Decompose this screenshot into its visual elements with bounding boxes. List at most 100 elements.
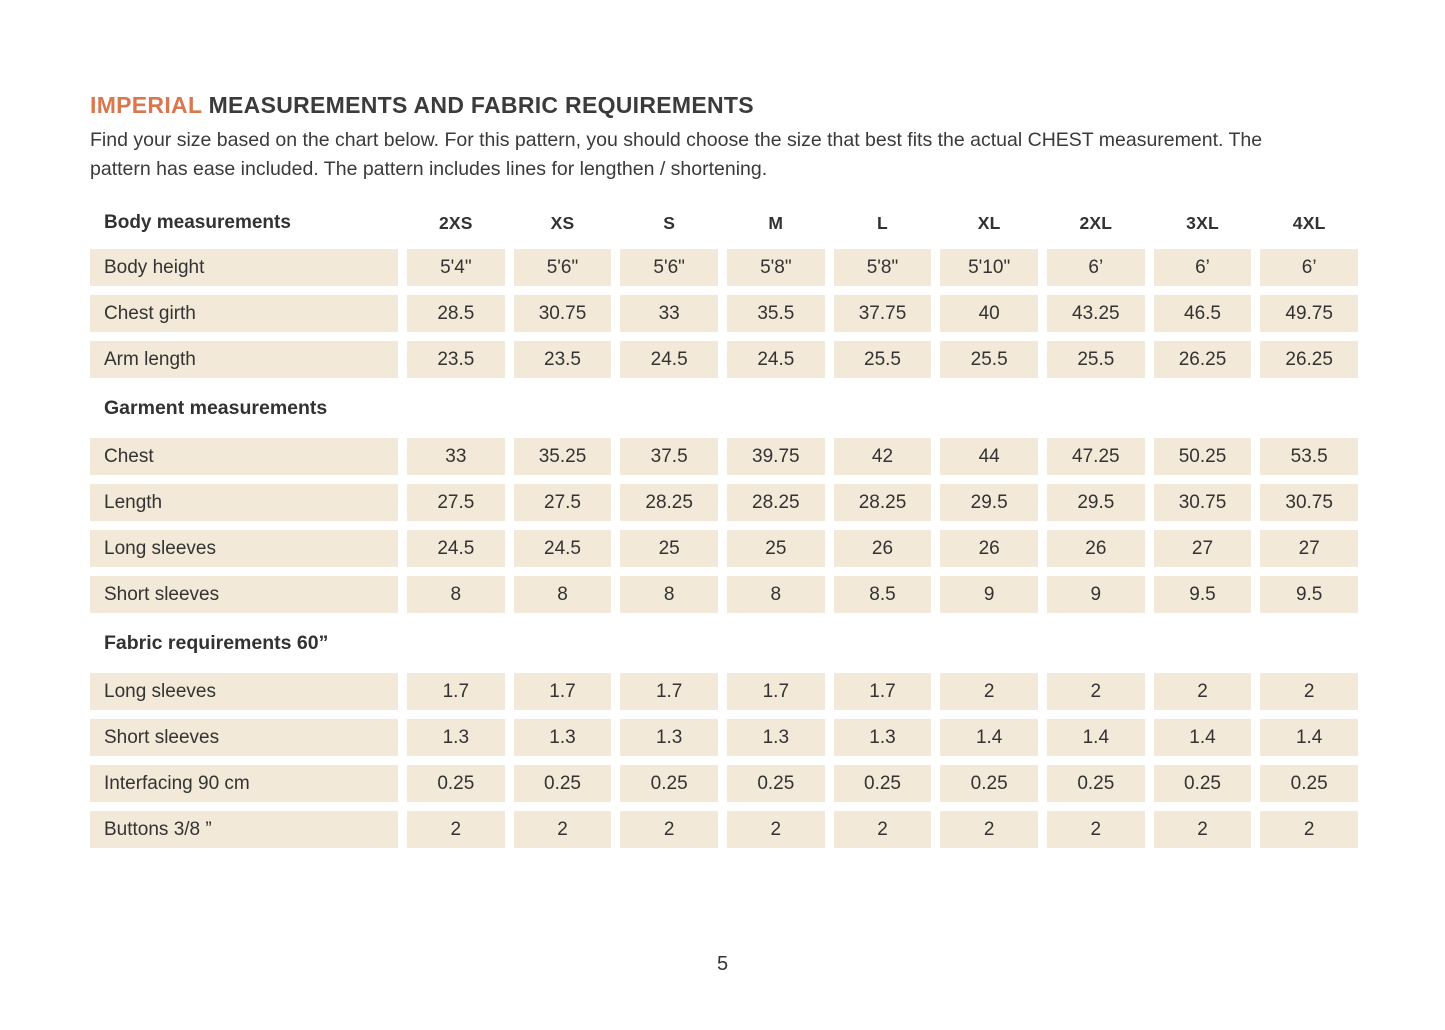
row-label: Buttons 3/8 ” [90,811,398,848]
table-cell: 40 [940,295,1038,332]
table-cell: 50.25 [1153,438,1252,475]
table-cell: 29.5 [940,484,1038,521]
table-cell: 9.5 [1153,576,1252,613]
table-cell: 2 [1260,673,1358,710]
table-cell: 2 [940,811,1038,848]
table-cell: 25.5 [940,341,1038,378]
table-cell: 24.5 [513,530,612,567]
table-cell: 30.75 [1260,484,1358,521]
table-cell: 37.75 [833,295,932,332]
column-header-l: L [877,212,888,233]
table-cell: 25 [620,530,718,567]
table-cell: 1.7 [726,673,825,710]
table-cell: 8.5 [833,576,932,613]
intro-paragraph: Find your size based on the chart below.… [90,129,1263,180]
table-cell: 26.25 [1153,341,1252,378]
table-cell: 5'10" [940,249,1038,286]
table-cell: 2 [940,673,1038,710]
table-corner-label: Body measurements [104,212,291,233]
table-cell: 1.4 [1153,719,1252,756]
table-cell: 2 [407,811,505,848]
table-cell: 42 [833,438,932,475]
row-label: Long sleeves [90,530,398,567]
table-cell: 35.25 [513,438,612,475]
column-header-4xl: 4XL [1292,212,1326,233]
table-cell: 2 [1153,673,1252,710]
table-cell: 26.25 [1260,341,1358,378]
row-label: Interfacing 90 cm [90,765,398,802]
table-cell: 0.25 [620,765,718,802]
table-cell: 23.5 [407,341,505,378]
table-cell: 2 [833,811,932,848]
row-label: Body height [90,249,398,286]
table-cell: 5'8" [726,249,825,286]
table-cell: 29.5 [1046,484,1145,521]
table-cell: 30.75 [1153,484,1252,521]
table-cell: 2 [513,811,612,848]
page-title-rest: MEASUREMENTS AND FABRIC REQUIREMENTS [201,92,754,118]
table-cell: 25.5 [833,341,932,378]
table-cell: 8 [407,576,505,613]
table-cell: 25.5 [1046,341,1145,378]
row-label: Arm length [90,341,398,378]
table-cell: 46.5 [1153,295,1252,332]
table-cell: 33 [620,295,718,332]
table-cell: 30.75 [513,295,612,332]
table-cell: 5'6" [620,249,718,286]
table-cell: 1.7 [513,673,612,710]
table-cell: 1.7 [407,673,505,710]
table-cell: 6’ [1260,249,1358,286]
table-cell: 27 [1153,530,1252,567]
table-cell: 2 [1046,811,1145,848]
column-header-2xs: 2XS [438,212,473,233]
section-header: Fabric requirements 60” [104,631,329,654]
table-cell: 2 [1153,811,1252,848]
table-cell: 0.25 [833,765,932,802]
table-cell: 28.25 [620,484,718,521]
column-header-2xl: 2XL [1079,212,1113,233]
table-cell: 53.5 [1260,438,1358,475]
table-cell: 26 [1046,530,1145,567]
table-cell: 0.25 [1046,765,1145,802]
table-cell: 2 [1260,811,1358,848]
table-cell: 9.5 [1260,576,1358,613]
column-header-s: S [663,212,676,233]
table-cell: 28.5 [407,295,505,332]
table-cell: 27 [1260,530,1358,567]
table-cell: 1.4 [1260,719,1358,756]
table-cell: 39.75 [726,438,825,475]
table-cell: 5'8" [833,249,932,286]
table-cell: 44 [940,438,1038,475]
table-cell: 0.25 [513,765,612,802]
table-cell: 37.5 [620,438,718,475]
table-cell: 5'6" [513,249,612,286]
table-cell: 27.5 [513,484,612,521]
column-header-m: M [768,212,784,233]
table-cell: 1.7 [620,673,718,710]
page-title-highlight: IMPERIAL [90,92,202,118]
table-cell: 43.25 [1046,295,1145,332]
table-cell: 27.5 [407,484,505,521]
table-cell: 1.3 [833,719,932,756]
table-cell: 26 [833,530,932,567]
table-cell: 25 [726,530,825,567]
table-cell: 9 [1046,576,1145,613]
table-cell: 26 [940,530,1038,567]
page-title: IMPERIAL MEASUREMENTS AND FABRIC REQUIRE… [90,92,1358,119]
column-header-xs: XS [550,212,575,233]
table-cell: 35.5 [726,295,825,332]
table-cell: 0.25 [940,765,1038,802]
row-label: Chest [90,438,398,475]
table-cell: 24.5 [620,341,718,378]
table-cell: 6’ [1046,249,1145,286]
table-cell: 6’ [1153,249,1252,286]
table-cell: 49.75 [1260,295,1358,332]
table-cell: 5'4" [407,249,505,286]
row-label: Short sleeves [90,719,398,756]
measurement-table: Body measurements 2XS XS S M L XL 2XL 3XL 4XL Body… [90,206,1358,848]
table-cell: 28.25 [726,484,825,521]
row-label: Chest girth [90,295,398,332]
table-cell: 8 [513,576,612,613]
table-cell: 24.5 [407,530,505,567]
